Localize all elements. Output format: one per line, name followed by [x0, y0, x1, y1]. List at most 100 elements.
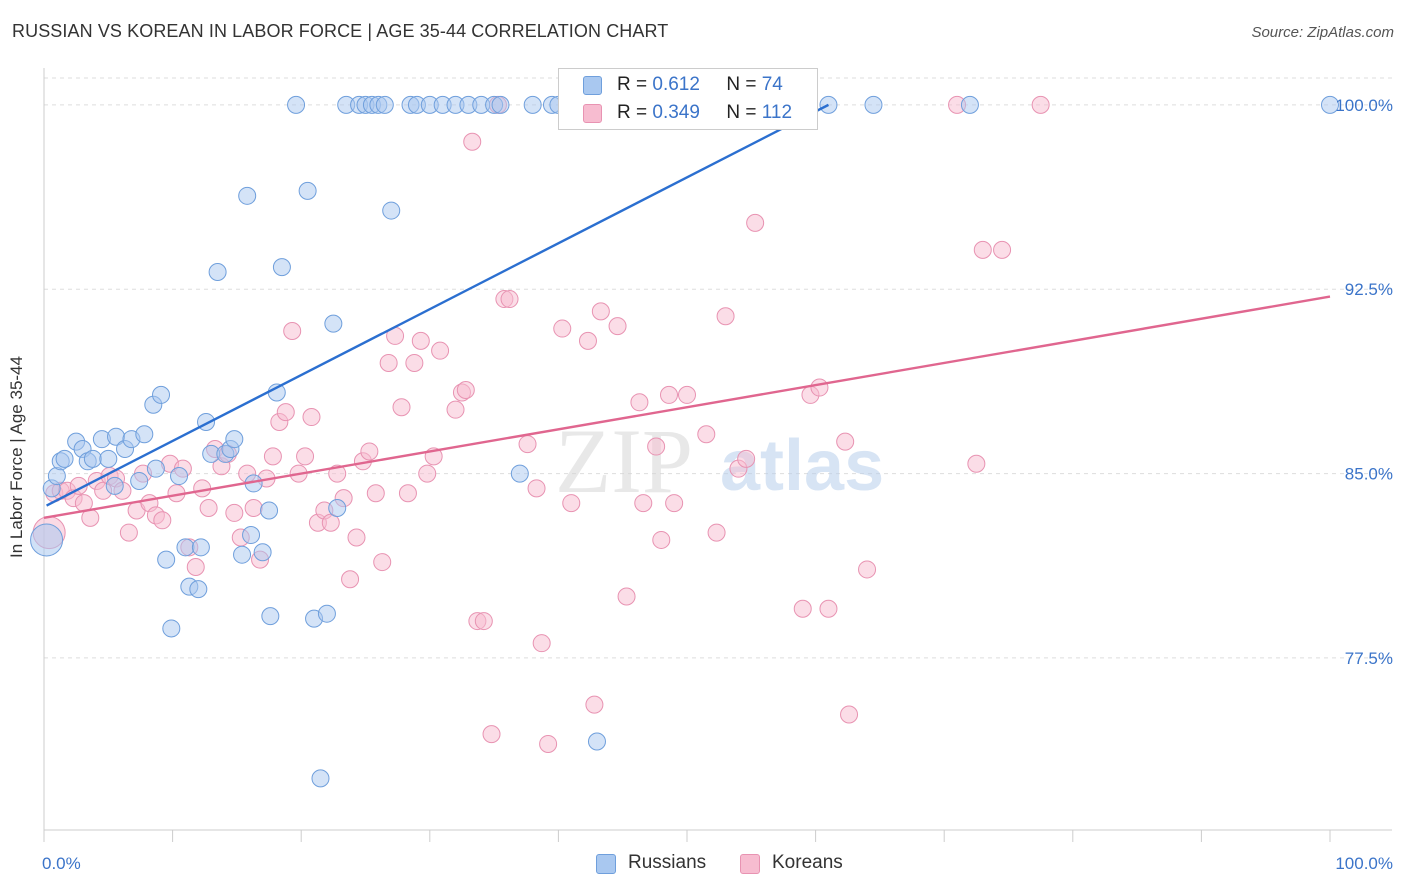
koreans-point	[263, 447, 282, 466]
russians-point	[238, 186, 257, 205]
russians-point	[328, 498, 347, 517]
russians-point	[261, 607, 280, 626]
koreans-point	[819, 599, 838, 618]
koreans-point	[153, 511, 172, 530]
russians-point	[233, 545, 252, 564]
koreans-point	[617, 587, 636, 606]
koreans-point	[398, 484, 417, 503]
koreans-point	[652, 530, 671, 549]
legend-r-value: 0.612	[652, 74, 700, 95]
russians-point	[135, 425, 154, 444]
koreans-point	[697, 425, 716, 444]
legend-n-label: N =	[726, 102, 757, 123]
legend-n-value: 74	[761, 74, 783, 95]
koreans-point	[186, 557, 205, 576]
koreans-point	[716, 307, 735, 326]
koreans-point	[347, 528, 366, 547]
russians-point	[317, 604, 336, 623]
koreans-point	[562, 494, 581, 513]
koreans-point	[532, 634, 551, 653]
russians-point	[287, 95, 306, 114]
russians-point	[176, 538, 195, 557]
koreans-point	[199, 498, 218, 517]
russians-legend-swatch	[596, 854, 616, 874]
koreans-point	[482, 725, 501, 744]
russians-point	[130, 471, 149, 490]
koreans-point	[302, 408, 321, 427]
koreans-point	[392, 398, 411, 417]
trend-lines	[43, 103, 1331, 520]
koreans-point	[500, 290, 519, 309]
russians-point	[298, 181, 317, 200]
legend-box: R = 0.612 N = 74 R = 0.349 N = 112	[558, 68, 818, 130]
russians-point	[30, 523, 64, 557]
koreans-point	[379, 353, 398, 372]
axes	[43, 68, 1392, 842]
russians-point	[191, 538, 210, 557]
koreans-point	[446, 400, 465, 419]
russians-point	[225, 430, 244, 449]
koreans-point	[456, 381, 475, 400]
koreans-point	[553, 319, 572, 338]
chart-title: RUSSIAN VS KOREAN IN LABOR FORCE | AGE 3…	[12, 21, 669, 41]
russians-point	[272, 258, 291, 277]
koreans-point	[1031, 95, 1050, 114]
legend-r-value: 0.349	[652, 102, 700, 123]
russians-legend-label: Russians	[628, 852, 707, 873]
russians-point	[105, 476, 124, 495]
russians-point	[382, 201, 401, 220]
koreans-legend-label: Koreans	[772, 852, 843, 873]
koreans-point	[836, 432, 855, 451]
legend-n-label: N =	[726, 74, 757, 95]
russians-point	[253, 543, 272, 562]
x-tick-label: 100.0%	[1335, 854, 1393, 873]
russians-point	[587, 732, 606, 751]
koreans-point	[296, 447, 315, 466]
legend-r-label: R =	[617, 102, 648, 123]
koreans-point	[993, 240, 1012, 259]
koreans-point	[411, 331, 430, 350]
koreans-trend-line	[43, 295, 1331, 520]
koreans-point	[360, 442, 379, 461]
russians-point	[311, 769, 330, 788]
watermark: ZIP atlas	[555, 410, 884, 512]
russians-point	[152, 385, 171, 404]
koreans-point	[119, 523, 138, 542]
source-credit: Source: ZipAtlas.com	[1251, 24, 1394, 41]
koreans-point	[746, 213, 765, 232]
koreans-point	[591, 302, 610, 321]
koreans-point	[418, 464, 437, 483]
koreans-point	[225, 503, 244, 522]
russians-point	[375, 95, 394, 114]
koreans-point	[276, 403, 295, 422]
koreans-point	[463, 132, 482, 151]
y-tick-label: 77.5%	[1345, 649, 1393, 668]
koreans-point	[373, 553, 392, 572]
russians-point	[523, 95, 542, 114]
koreans-point	[405, 353, 424, 372]
koreans-point	[431, 341, 450, 360]
koreans-legend-swatch	[740, 854, 760, 874]
koreans-point	[283, 322, 302, 341]
russians-swatch	[583, 76, 602, 95]
russians-point	[491, 95, 510, 114]
koreans-point	[840, 705, 859, 724]
russians-point	[960, 95, 979, 114]
koreans-point	[659, 385, 678, 404]
koreans-point	[585, 695, 604, 714]
russians-point	[864, 95, 883, 114]
koreans-point	[244, 498, 263, 517]
koreans-point	[366, 484, 385, 503]
koreans-point	[858, 560, 877, 579]
koreans-point	[634, 494, 653, 513]
koreans-point	[647, 437, 666, 456]
russians-point	[157, 550, 176, 569]
russians-point	[146, 459, 165, 478]
koreans-point	[527, 479, 546, 498]
koreans-point	[973, 240, 992, 259]
russians-point	[55, 449, 74, 468]
russians-point	[83, 449, 102, 468]
grid-lines	[44, 77, 1392, 659]
koreans-point	[193, 479, 212, 498]
koreans-point	[678, 385, 696, 404]
